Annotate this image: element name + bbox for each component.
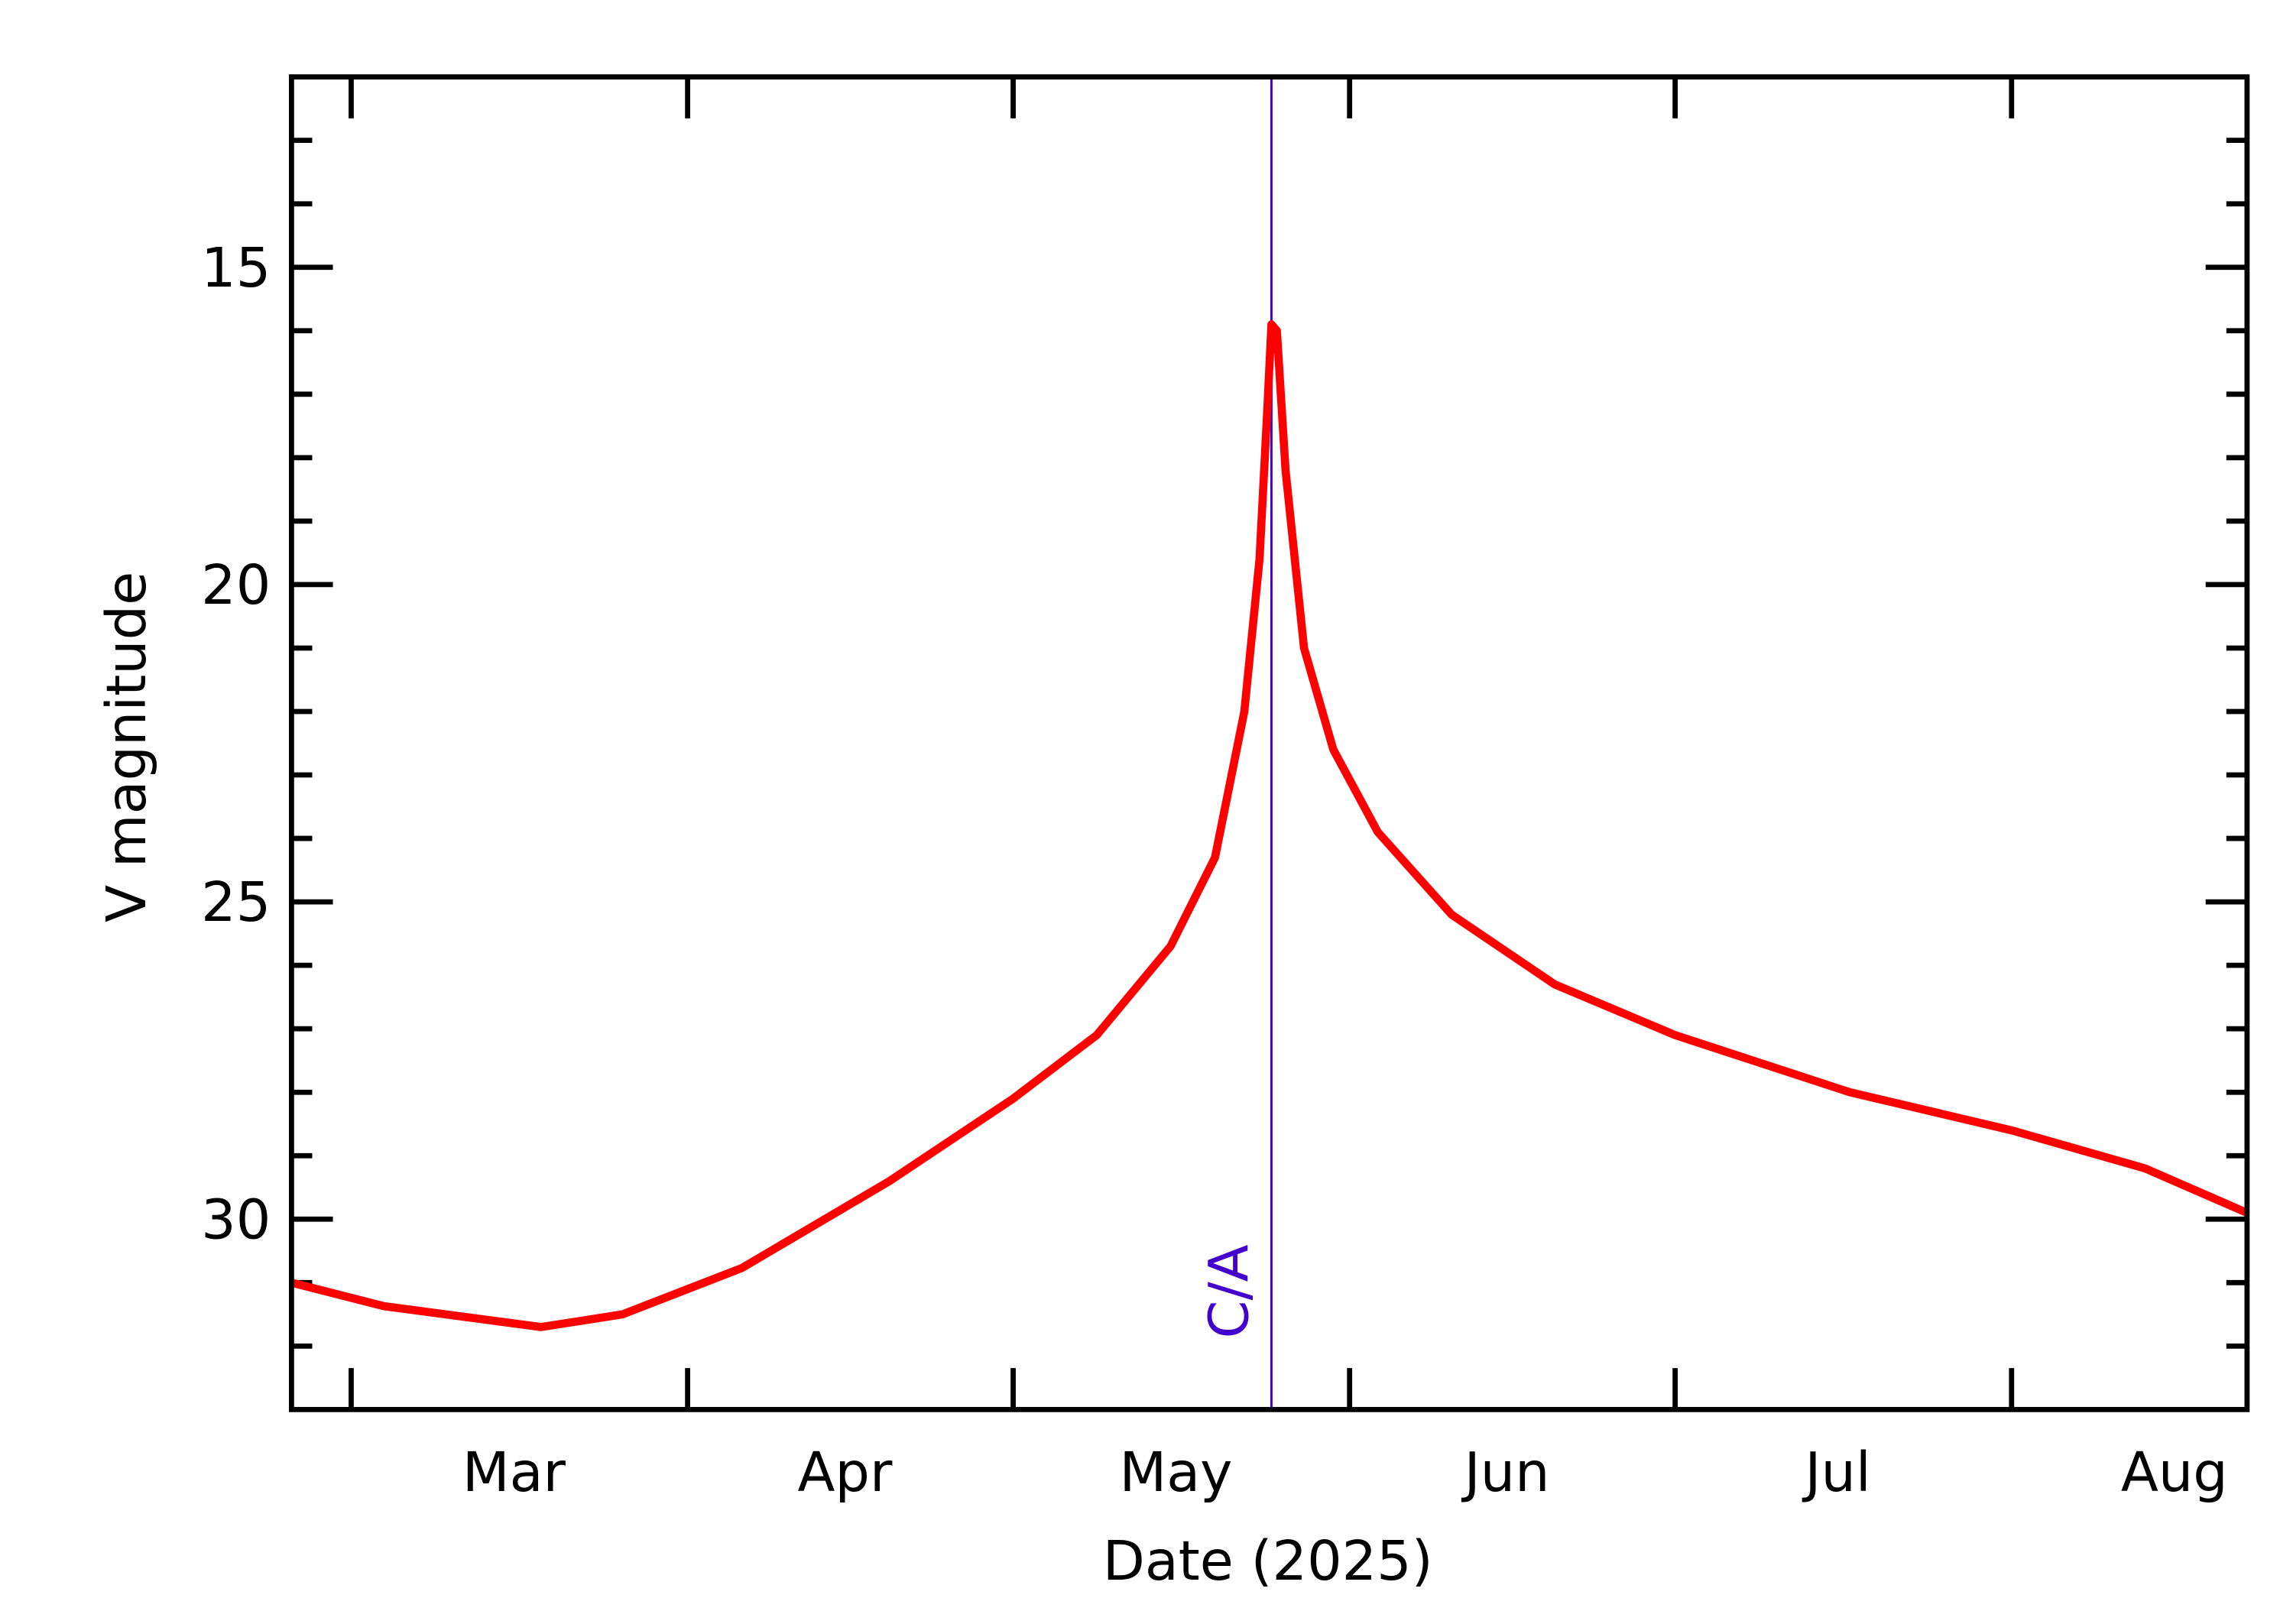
y-axis-title: V magnitude <box>95 572 158 922</box>
y-tick-label: 30 <box>201 1188 271 1251</box>
plot-frame <box>288 74 2250 1412</box>
x-axis-title: Date (2025) <box>1103 1529 1433 1593</box>
x-tick-label: Jul <box>1802 1441 1870 1504</box>
x-tick-label: Aug <box>2121 1441 2228 1504</box>
x-tick-label: May <box>1120 1441 1233 1504</box>
annotation: C/A <box>1198 1244 1261 1338</box>
x-tick-label: Jun <box>1461 1441 1550 1504</box>
y-tick-label: 20 <box>201 553 271 617</box>
line-series <box>290 320 2249 1331</box>
x-tick-label: Mar <box>462 1441 566 1504</box>
y-tick-label: 15 <box>201 236 271 300</box>
x-tick-label: Apr <box>798 1441 893 1504</box>
y-tick-label: 25 <box>201 870 271 934</box>
